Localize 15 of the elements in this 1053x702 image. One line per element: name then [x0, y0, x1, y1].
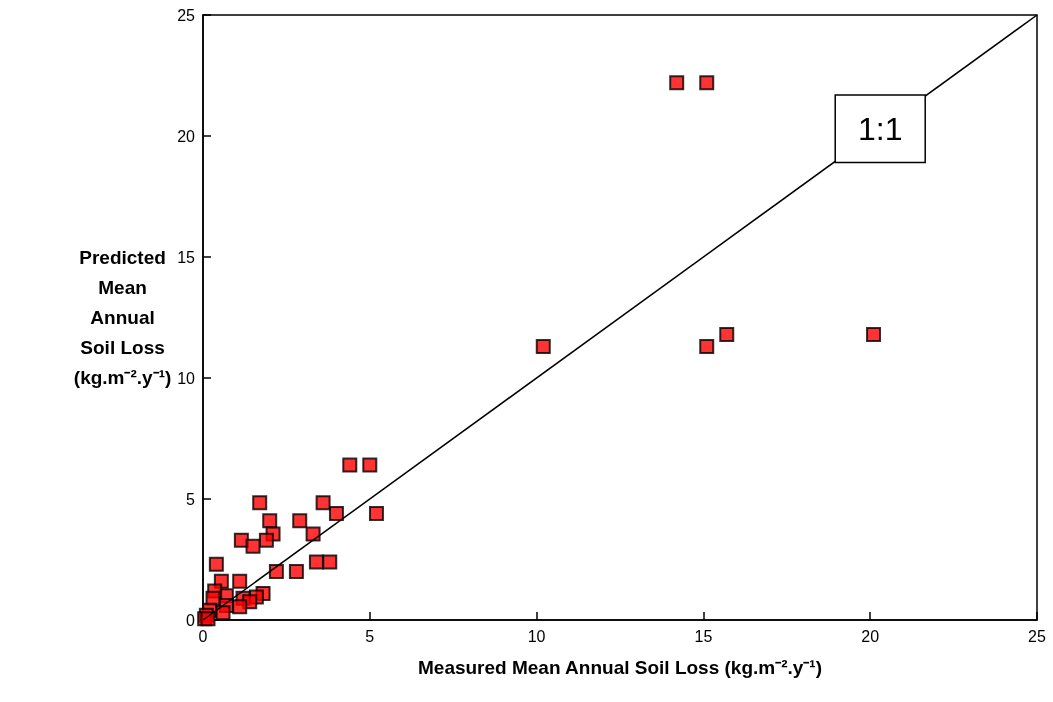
x-axis-title: Measured Mean Annual Soil Loss (kg.m⁻².y⁻¹) [417, 657, 823, 678]
x-tick-label: 10 [527, 627, 546, 645]
x-tick-label: 5 [365, 627, 375, 645]
y-tick-label: 10 [177, 369, 196, 387]
x-tick-label: 15 [694, 627, 713, 645]
y-tick-label: 25 [177, 6, 196, 24]
y-tick-label: 20 [177, 127, 196, 145]
y-tick-label: 15 [177, 248, 196, 266]
y-tick-label: 0 [186, 611, 196, 629]
y-tick-label: 5 [186, 490, 196, 508]
y-axis-title: Predicted Mean Annual Soil Loss (kg.m⁻².y⁻¹) [73, 247, 172, 388]
x-tick-label: 25 [1028, 627, 1046, 645]
annotation: 1:1 [857, 110, 903, 147]
x-tick-label: 0 [198, 627, 208, 645]
x-tick-label: 20 [861, 627, 880, 645]
